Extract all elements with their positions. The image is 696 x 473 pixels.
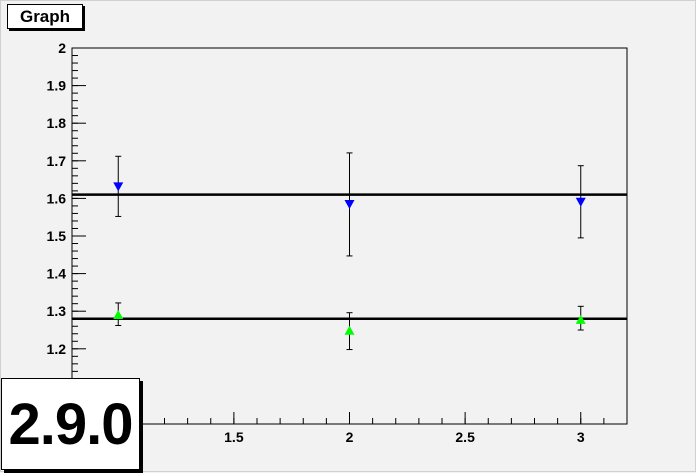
y-tick-label: 1.5 <box>47 228 67 244</box>
y-tick-label: 1.2 <box>47 341 67 357</box>
x-tick-label: 2 <box>346 429 354 445</box>
x-tick-label: 2.5 <box>455 429 475 445</box>
data-point-series-1 <box>575 314 586 324</box>
y-tick-label: 1.6 <box>47 190 67 206</box>
y-tick-label: 1.4 <box>47 266 67 282</box>
chart-title: Graph <box>7 4 83 29</box>
y-tick-label: 2 <box>58 40 66 56</box>
data-point-series-1 <box>344 325 355 335</box>
y-tick-label: 1.8 <box>47 115 67 131</box>
version-label: 2.9.0 <box>1 378 140 470</box>
data-point-series-0 <box>575 197 586 207</box>
data-point-series-0 <box>113 182 124 192</box>
x-tick-label: 3 <box>577 429 585 445</box>
y-tick-label: 1.7 <box>47 153 67 169</box>
data-point-series-1 <box>113 309 124 319</box>
y-tick-label: 1.3 <box>47 303 67 319</box>
data-point-series-0 <box>344 200 355 210</box>
y-tick-label: 1.9 <box>47 78 67 94</box>
x-tick-label: 1.5 <box>224 429 244 445</box>
